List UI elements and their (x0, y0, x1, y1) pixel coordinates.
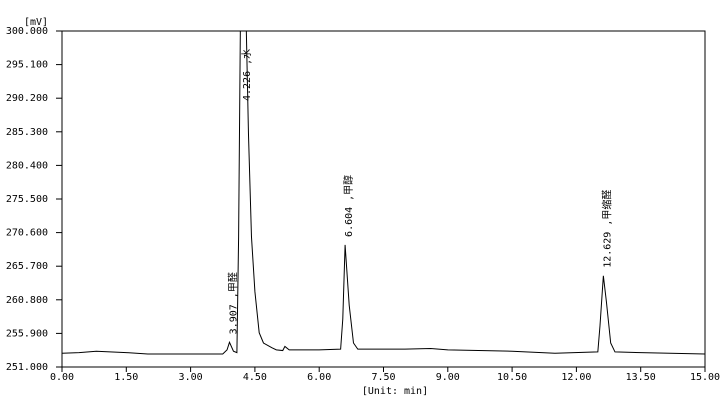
y-tick-label: 300.000 (6, 26, 48, 37)
y-tick-label: 285.300 (6, 127, 48, 138)
y-tick-label: 280.400 (6, 160, 48, 171)
x-tick-label: 1.50 (114, 372, 138, 383)
signal-line (62, 31, 705, 355)
x-tick-label: 3.00 (179, 372, 203, 383)
y-tick-label: 295.100 (6, 60, 48, 71)
y-tick-label: 290.200 (6, 93, 48, 104)
peak-label: 3.907 ,甲醛 (226, 272, 239, 334)
x-tick-label: 0.00 (50, 372, 74, 383)
x-tick-label: 12.00 (561, 372, 591, 383)
y-unit: [mV] (24, 17, 48, 28)
y-tick-label: 265.700 (6, 261, 48, 272)
x-tick-label: 7.50 (371, 372, 395, 383)
peak-label: 6.604 ,甲醇 (342, 175, 355, 237)
x-tick-label: 15.00 (690, 372, 720, 383)
x-tick-label: 10.50 (497, 372, 527, 383)
x-axis-label: [Unit: min] (362, 386, 428, 397)
y-tick-label: 255.900 (6, 328, 48, 339)
peak-label: 4.226 ,水 (241, 49, 253, 101)
y-tick-label: 251.000 (6, 362, 48, 373)
y-tick-label: 275.500 (6, 194, 48, 205)
peak-label: 12.629 ,甲缩醛 (600, 190, 613, 268)
y-tick-label: 270.600 (6, 228, 48, 239)
x-tick-label: 9.00 (436, 372, 460, 383)
x-tick-label: 13.50 (626, 372, 656, 383)
x-tick-label: 6.00 (307, 372, 331, 383)
y-tick-label: 260.800 (6, 295, 48, 306)
x-tick-label: 4.50 (243, 372, 267, 383)
